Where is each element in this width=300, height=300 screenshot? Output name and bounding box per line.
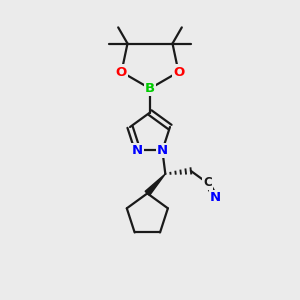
Text: B: B bbox=[145, 82, 155, 95]
Text: N: N bbox=[132, 144, 143, 157]
Text: O: O bbox=[116, 65, 127, 79]
Text: N: N bbox=[210, 191, 221, 204]
Text: O: O bbox=[173, 65, 184, 79]
Text: N: N bbox=[157, 144, 168, 157]
Polygon shape bbox=[145, 174, 165, 195]
Text: C: C bbox=[203, 176, 212, 189]
